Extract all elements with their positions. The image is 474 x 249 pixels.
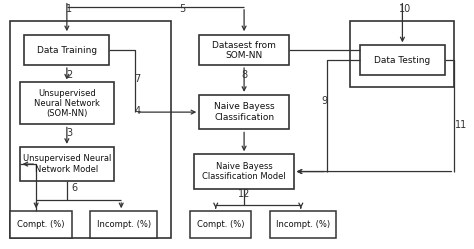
Text: 11: 11 [456, 120, 468, 129]
FancyBboxPatch shape [199, 95, 289, 129]
Text: 8: 8 [241, 70, 247, 80]
FancyBboxPatch shape [10, 211, 72, 238]
Text: 1: 1 [66, 4, 73, 14]
Text: Unsupervised
Neural Network
(SOM-NN): Unsupervised Neural Network (SOM-NN) [34, 89, 100, 118]
Text: 6: 6 [71, 183, 77, 193]
Text: Naive Bayess
Classification: Naive Bayess Classification [214, 102, 274, 122]
Text: 12: 12 [238, 189, 250, 199]
FancyBboxPatch shape [19, 82, 114, 124]
Text: 2: 2 [66, 70, 73, 80]
FancyBboxPatch shape [194, 154, 294, 189]
Text: 3: 3 [66, 128, 73, 138]
FancyBboxPatch shape [24, 35, 109, 65]
Text: 10: 10 [399, 4, 411, 14]
FancyBboxPatch shape [199, 35, 289, 65]
FancyBboxPatch shape [10, 20, 171, 238]
FancyBboxPatch shape [270, 211, 336, 238]
Text: 9: 9 [321, 96, 328, 106]
Text: Compt. (%): Compt. (%) [17, 220, 64, 229]
Text: Unsupervised Neural
Network Model: Unsupervised Neural Network Model [23, 154, 111, 174]
Text: 4: 4 [135, 106, 141, 116]
Text: 5: 5 [180, 4, 186, 14]
FancyBboxPatch shape [91, 211, 156, 238]
Text: Incompt. (%): Incompt. (%) [276, 220, 330, 229]
FancyBboxPatch shape [19, 147, 114, 182]
Text: Data Testing: Data Testing [374, 56, 430, 65]
Text: Compt. (%): Compt. (%) [197, 220, 244, 229]
Text: Naive Bayess
Classification Model: Naive Bayess Classification Model [202, 162, 286, 181]
FancyBboxPatch shape [190, 211, 251, 238]
FancyBboxPatch shape [350, 20, 455, 87]
Text: Data Training: Data Training [37, 46, 97, 55]
Text: 7: 7 [135, 74, 141, 84]
FancyBboxPatch shape [360, 45, 445, 75]
Text: Datasest from
SOM-NN: Datasest from SOM-NN [212, 41, 276, 60]
Text: Incompt. (%): Incompt. (%) [97, 220, 151, 229]
